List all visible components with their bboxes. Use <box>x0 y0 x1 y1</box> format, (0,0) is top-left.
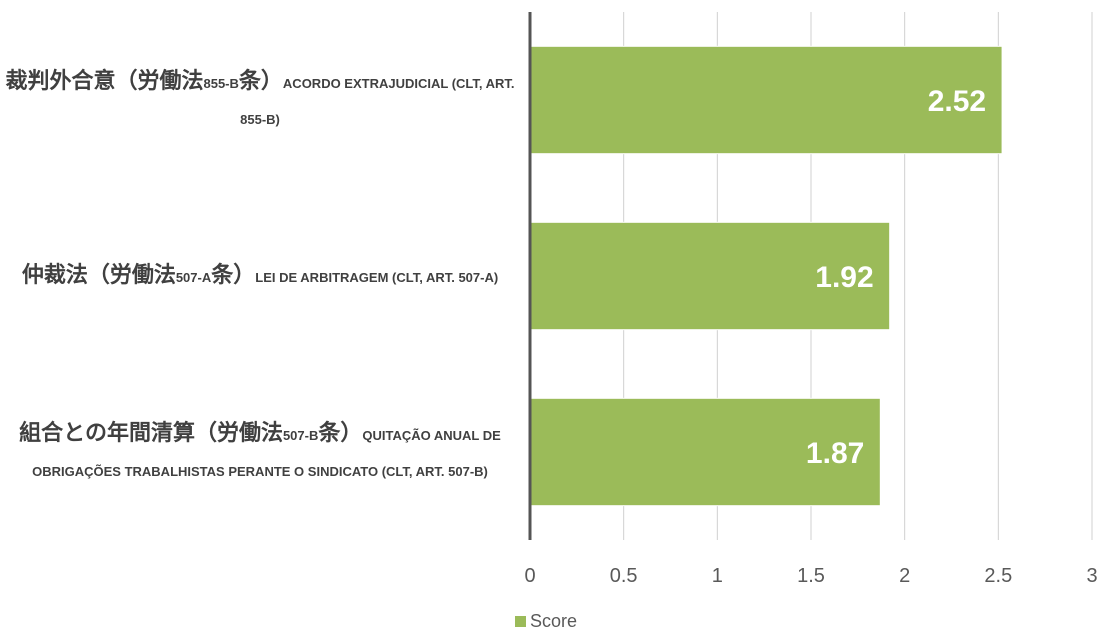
x-tick-label: 2.5 <box>984 565 1012 587</box>
x-tick-label: 0 <box>524 565 535 587</box>
y-tick-label: 仲裁法（労働法507-A条）LEI DE ARBITRAGEM (CLT, AR… <box>21 261 499 287</box>
bar <box>529 397 881 507</box>
x-tick-label: 1 <box>712 565 723 587</box>
y-tick-label: 組合との年間清算（労働法507-B条）QUITAÇÃO ANUAL DE OBR… <box>19 419 501 479</box>
legend-swatch <box>515 616 526 627</box>
x-tick-label: 2 <box>899 565 910 587</box>
legend-label: Score <box>530 611 577 631</box>
x-tick-label: 0.5 <box>610 565 638 587</box>
y-tick-label: 裁判外合意（労働法855-B条）ACORDO EXTRAJUDICIAL (CL… <box>5 67 515 127</box>
data-label: 1.92 <box>815 261 873 294</box>
x-tick-label: 1.5 <box>797 565 825 587</box>
data-label: 1.87 <box>806 437 864 470</box>
x-tick-label: 3 <box>1086 565 1097 587</box>
data-label: 2.52 <box>928 85 986 118</box>
bar <box>529 45 1003 155</box>
bar <box>529 221 891 331</box>
